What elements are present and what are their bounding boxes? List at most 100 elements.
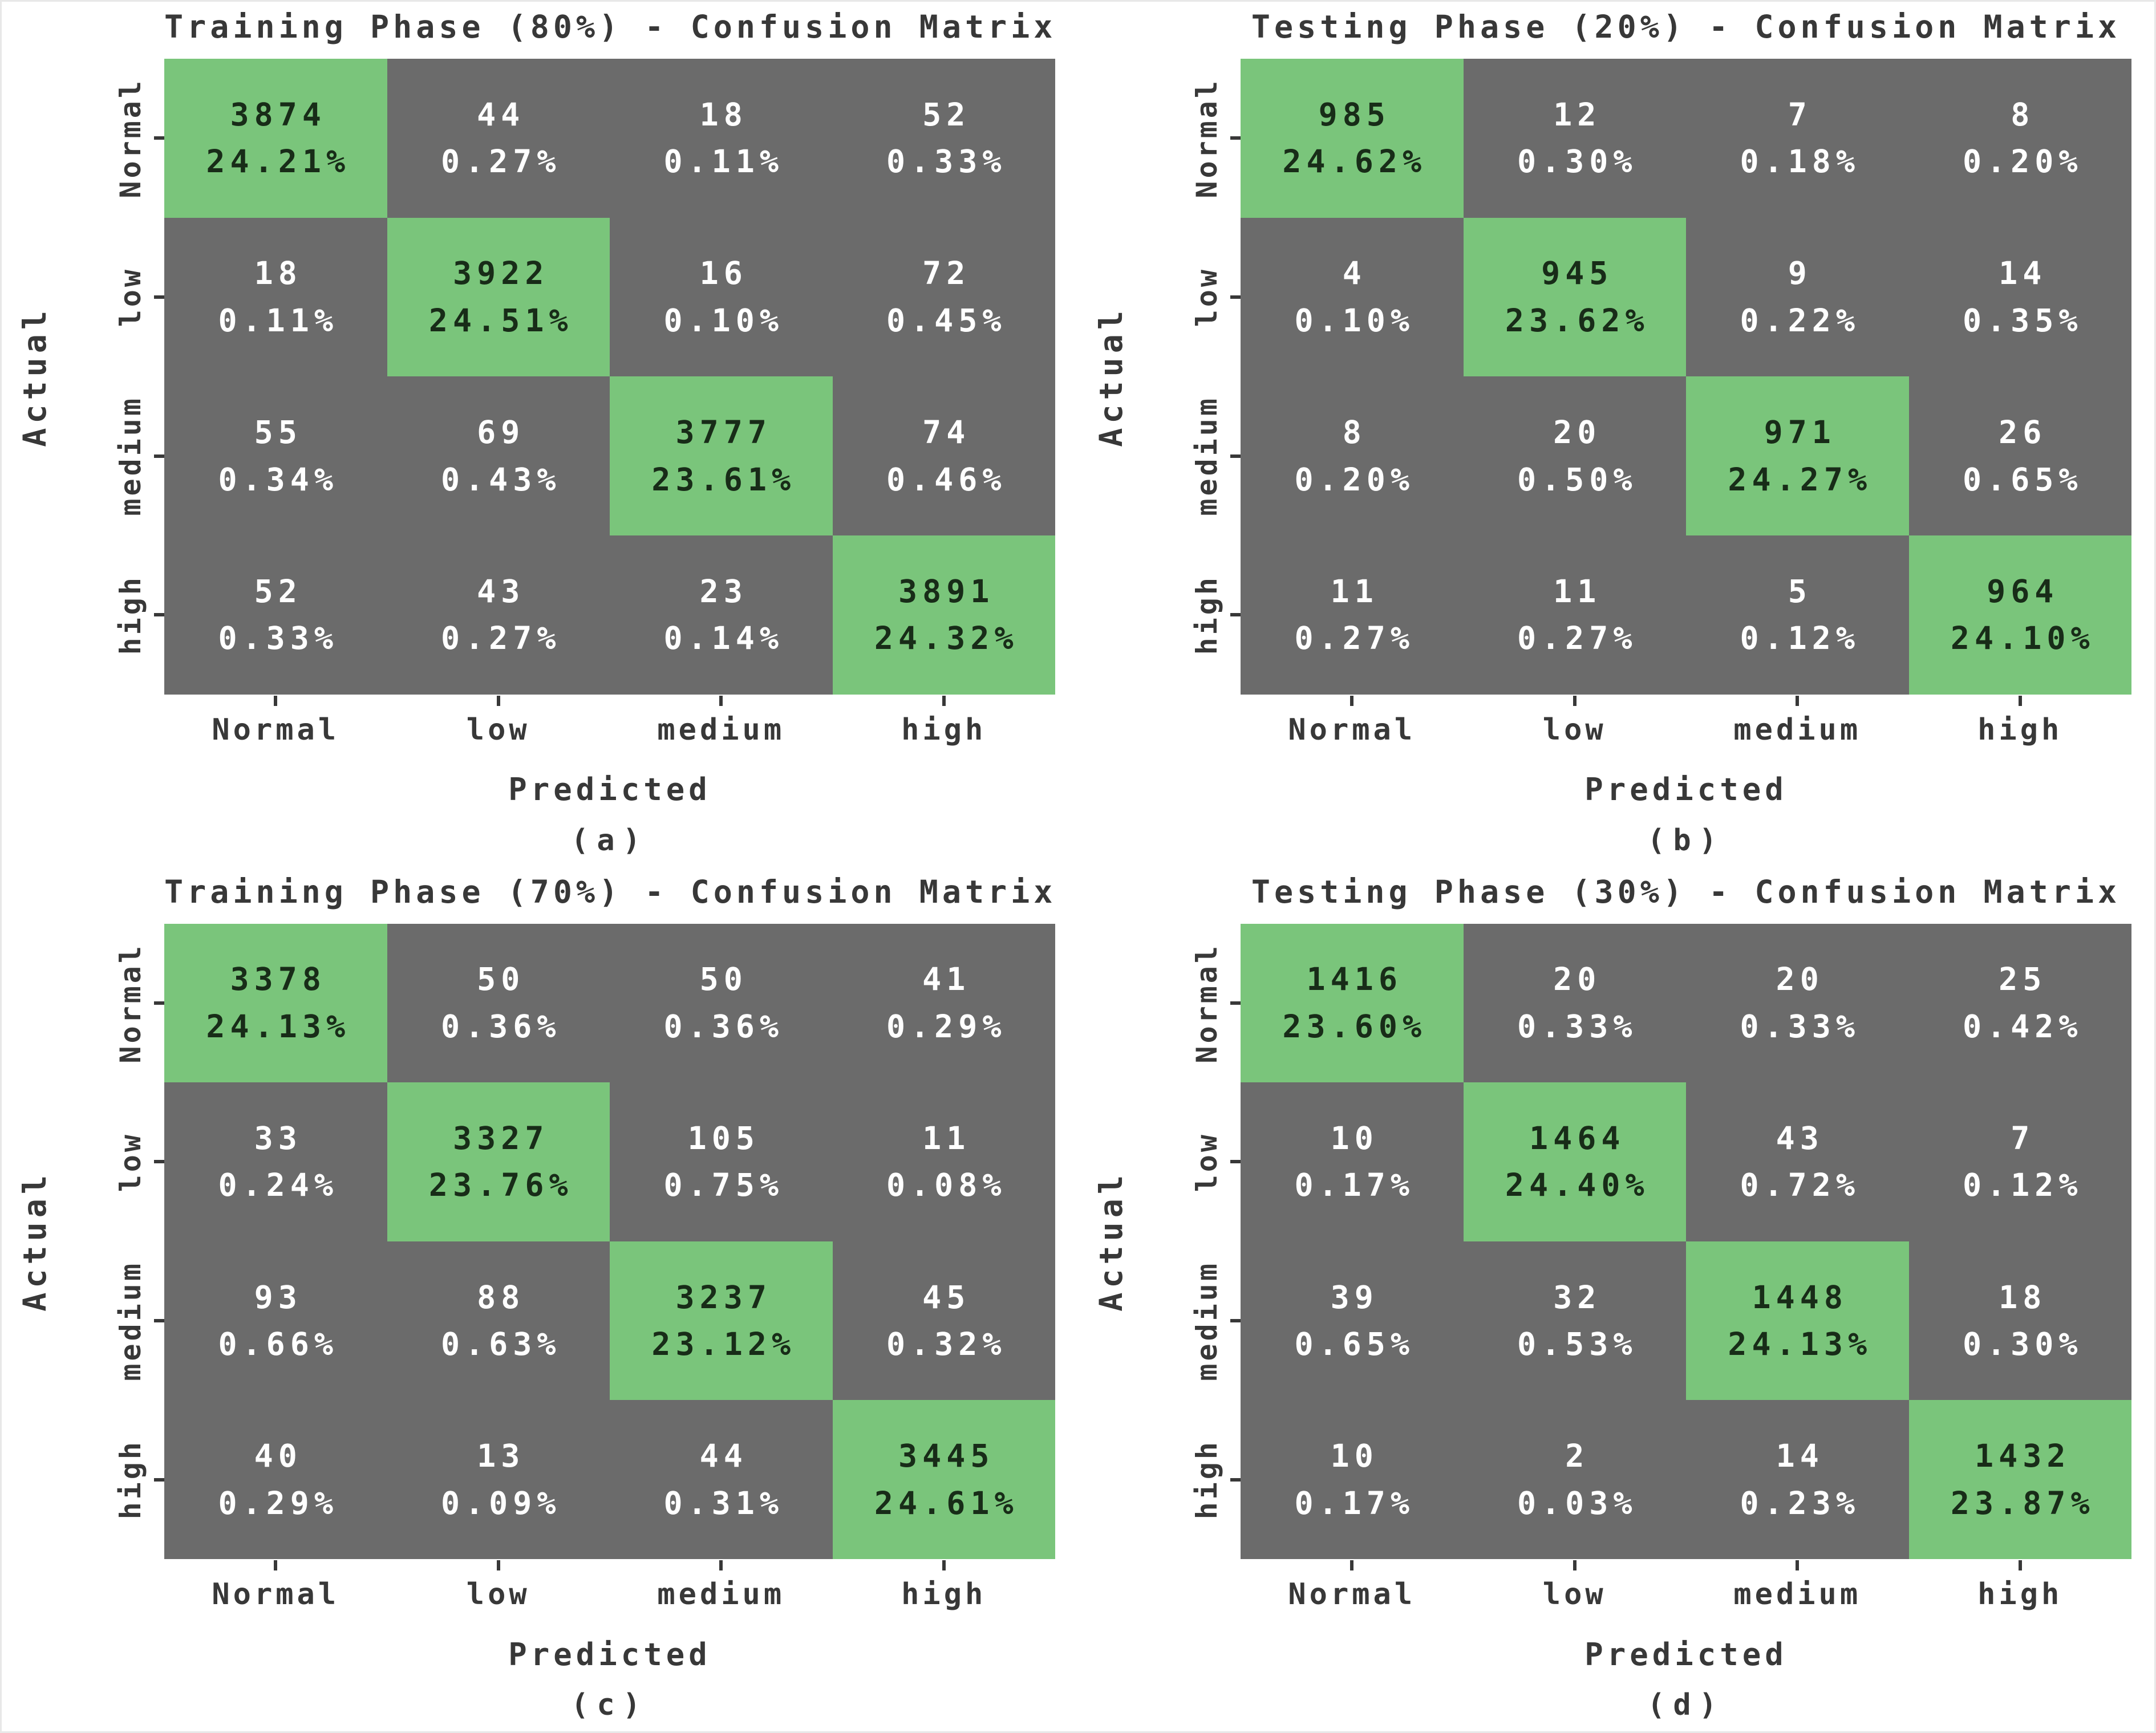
- x-tick-label: low: [1542, 712, 1607, 747]
- y-tick: Normal: [1144, 924, 1241, 1083]
- cell-percent: 0.27%: [440, 620, 561, 657]
- cell-percent: 0.08%: [886, 1167, 1007, 1204]
- cell-percent: 0.36%: [440, 1008, 561, 1045]
- x-tick-labels: Normal low medium high: [1241, 695, 2131, 765]
- matrix-cell-r0c0: 3378 24.13%: [164, 923, 387, 1083]
- panel-caption: (a): [571, 823, 649, 858]
- matrix-cell-r2c1: 88 0.63%: [387, 1241, 610, 1401]
- y-tick-label: high: [1190, 574, 1223, 655]
- x-tick-label: high: [1977, 712, 2063, 747]
- y-tick-label: medium: [1190, 1260, 1223, 1381]
- cell-percent: 0.33%: [1740, 1008, 1861, 1045]
- cell-count: 2: [1565, 1438, 1590, 1475]
- x-tick-label: medium: [657, 712, 785, 747]
- matrix-cell-r3c2: 14 0.23%: [1686, 1400, 1909, 1559]
- y-tick-label: medium: [114, 396, 147, 516]
- x-tick-label: low: [1542, 1577, 1607, 1612]
- cell-percent: 0.65%: [1962, 461, 2083, 498]
- cell-percent: 0.11%: [218, 302, 339, 339]
- cell-percent: 0.24%: [218, 1167, 339, 1204]
- x-tick-labels: Normal low medium high: [164, 695, 1056, 765]
- cell-percent: 0.10%: [663, 302, 784, 339]
- x-tick: high: [833, 695, 1056, 765]
- cell-count: 14: [1776, 1438, 1824, 1475]
- cell-count: 1432: [1975, 1438, 2071, 1475]
- cell-percent: 0.12%: [1740, 620, 1861, 657]
- y-tick-labels: Normal low medium high: [1144, 59, 1241, 695]
- matrix-cell-r1c0: 4 0.10%: [1241, 217, 1464, 377]
- y-tick-mark: [154, 295, 164, 299]
- x-tick-label: Normal: [1288, 1577, 1416, 1612]
- y-tick-labels: Normal low medium high: [67, 924, 164, 1560]
- matrix-cell-r3c0: 40 0.29%: [164, 1400, 387, 1559]
- matrix-cell-r1c0: 18 0.11%: [164, 217, 387, 377]
- heatmap-matrix: 3378 24.13% 50 0.36% 50 0.36% 41 0.29% 33 0.24% 33…: [164, 923, 1055, 1559]
- x-tick-label: low: [466, 712, 530, 747]
- cell-count: 3378: [230, 961, 326, 998]
- y-tick-label: low: [114, 1131, 147, 1192]
- y-axis-label: Actual: [16, 306, 53, 447]
- matrix-cell-r0c1: 44 0.27%: [387, 59, 610, 218]
- cell-percent: 0.46%: [886, 461, 1007, 498]
- x-tick-label: high: [1977, 1577, 2063, 1612]
- y-axis-label-container: Actual: [1078, 59, 1144, 695]
- matrix-cell-r1c3: 72 0.45%: [832, 217, 1055, 377]
- matrix-cell-r1c3: 11 0.08%: [832, 1082, 1055, 1241]
- x-tick: Normal: [164, 695, 387, 765]
- cell-count: 7: [1788, 96, 1812, 133]
- y-tick: Normal: [67, 924, 164, 1083]
- x-tick-mark: [1573, 1560, 1577, 1570]
- y-tick-label: Normal: [1190, 78, 1223, 198]
- cell-percent: 0.20%: [1294, 461, 1415, 498]
- cell-percent: 0.50%: [1517, 461, 1638, 498]
- matrix-cell-r3c1: 2 0.03%: [1463, 1400, 1686, 1559]
- cell-percent: 23.12%: [651, 1326, 796, 1363]
- x-tick-row: Normal low medium high: [2, 1560, 1078, 1630]
- cell-count: 13: [477, 1438, 525, 1475]
- x-tick: Normal: [1241, 1560, 1464, 1630]
- matrix-cell-r3c0: 52 0.33%: [164, 535, 387, 695]
- matrix-cell-r1c2: 16 0.10%: [610, 217, 833, 377]
- cell-count: 7: [2011, 1119, 2035, 1156]
- cell-count: 3327: [453, 1119, 549, 1156]
- cell-percent: 24.51%: [428, 302, 573, 339]
- matrix-cell-r2c1: 20 0.50%: [1463, 376, 1686, 535]
- cell-percent: 0.63%: [440, 1326, 561, 1363]
- cell-count: 11: [922, 1119, 971, 1156]
- cell-count: 1448: [1752, 1279, 1848, 1316]
- x-tick-mark: [942, 695, 946, 706]
- matrix-cell-r0c3: 25 0.42%: [1908, 923, 2131, 1083]
- panel-testing-20: Testing Phase (20%) - Confusion Matrix A…: [1078, 2, 2154, 867]
- cell-percent: 24.21%: [206, 143, 351, 180]
- cell-percent: 0.65%: [1294, 1326, 1415, 1363]
- plot-area: Actual Normal low medium high 985 24.62% 12 0.…: [1078, 59, 2154, 695]
- y-tick-mark: [154, 1319, 164, 1323]
- y-tick-mark: [1230, 613, 1241, 617]
- cell-percent: 0.34%: [218, 461, 339, 498]
- cell-count: 33: [254, 1119, 302, 1156]
- y-tick-mark: [1230, 295, 1241, 299]
- matrix-cell-r3c3: 1432 23.87%: [1908, 1400, 2131, 1559]
- x-tick: medium: [610, 695, 833, 765]
- x-tick-label: low: [466, 1577, 530, 1612]
- y-tick-mark: [1230, 1001, 1241, 1005]
- cell-count: 18: [1999, 1279, 2047, 1316]
- cell-percent: 24.27%: [1728, 461, 1873, 498]
- cell-count: 52: [254, 573, 302, 610]
- cell-count: 16: [699, 255, 748, 292]
- matrix-cell-r2c3: 18 0.30%: [1908, 1241, 2131, 1401]
- matrix-cell-r0c3: 41 0.29%: [832, 923, 1055, 1083]
- cell-count: 10: [1330, 1119, 1379, 1156]
- matrix-cell-r2c2: 3237 23.12%: [610, 1241, 833, 1401]
- cell-percent: 23.60%: [1282, 1008, 1427, 1045]
- panel-testing-30: Testing Phase (30%) - Confusion Matrix A…: [1078, 867, 2154, 1732]
- cell-count: 40: [254, 1438, 302, 1475]
- matrix-cell-r0c2: 50 0.36%: [610, 923, 833, 1083]
- heatmap-matrix: 1416 23.60% 20 0.33% 20 0.33% 25 0.42% 10 0.17% 14…: [1241, 923, 2131, 1559]
- cell-count: 18: [254, 255, 302, 292]
- x-tick: medium: [1686, 1560, 1909, 1630]
- cell-percent: 0.22%: [1740, 302, 1861, 339]
- cell-count: 50: [477, 961, 525, 998]
- x-tick-row: Normal low medium high: [1078, 1560, 2154, 1630]
